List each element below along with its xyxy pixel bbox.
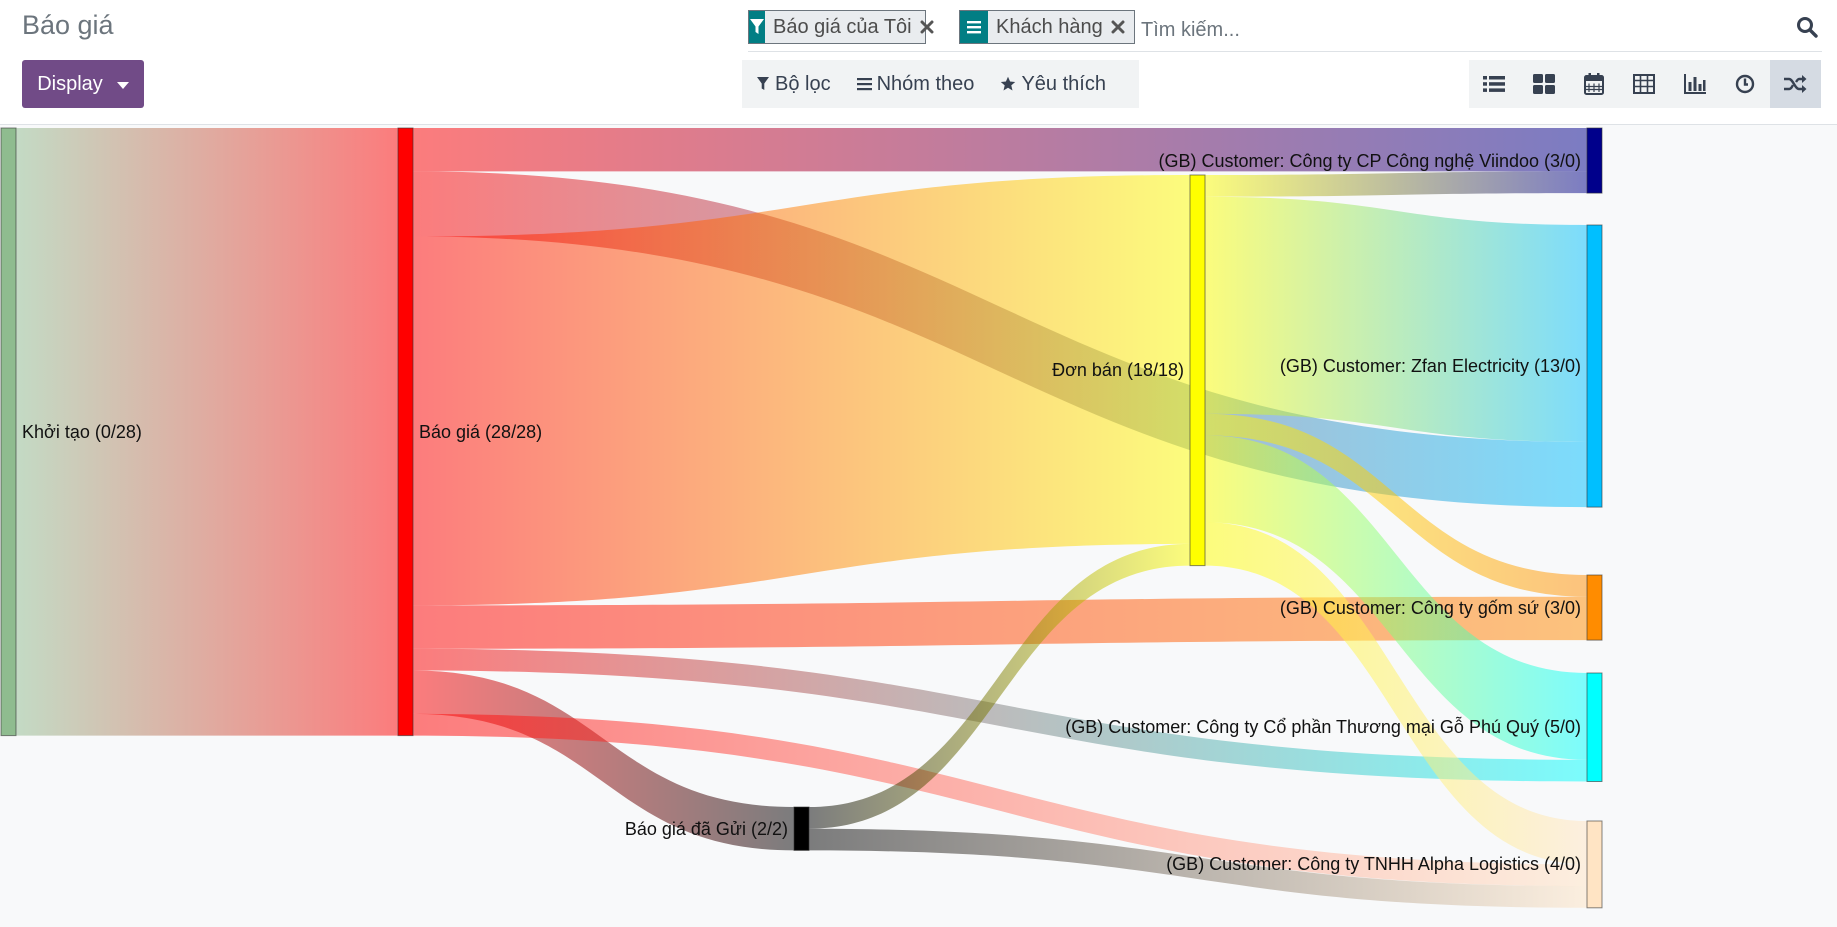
sankey-link-order-zfan[interactable] bbox=[1205, 196, 1587, 442]
facet-label: Báo giá của Tôi bbox=[773, 15, 912, 38]
sankey-node-gomsu[interactable] bbox=[1586, 574, 1603, 641]
filter-icon bbox=[757, 77, 769, 90]
search-bar: Báo giá của Tôi Khách hàng bbox=[748, 8, 1822, 52]
display-button[interactable]: Display bbox=[22, 60, 144, 108]
clock-icon bbox=[1735, 74, 1754, 94]
search-icon[interactable] bbox=[1796, 16, 1818, 43]
sankey-link-init-quote[interactable] bbox=[16, 128, 398, 736]
node-label-phuquy: (GB) Customer: Công ty Cổ phần Thương mạ… bbox=[1065, 717, 1581, 738]
sankey-node-zfan[interactable] bbox=[1586, 224, 1603, 508]
sankey-chart: Khởi tạo (0/28) Báo giá (28/28) Báo giá … bbox=[0, 125, 1837, 927]
sankey-link-sent-alpha[interactable] bbox=[809, 828, 1587, 908]
sankey-link-order-viindoo[interactable] bbox=[1205, 171, 1587, 197]
sankey-link-quote-alpha[interactable] bbox=[413, 713, 1587, 887]
sankey-node-order[interactable] bbox=[1189, 174, 1206, 567]
kanban-view-button[interactable] bbox=[1519, 60, 1569, 108]
groupby-label: Nhóm theo bbox=[876, 72, 975, 95]
sankey-link-sent-order[interactable] bbox=[809, 543, 1190, 829]
facet-label: Khách hàng bbox=[996, 15, 1103, 38]
sankey-link-order-alpha[interactable] bbox=[1205, 522, 1587, 865]
calendar-view-button[interactable] bbox=[1569, 60, 1619, 108]
page-title: Báo giá bbox=[22, 10, 114, 40]
sankey-node-viindoo[interactable] bbox=[1586, 127, 1603, 194]
filter-icon bbox=[749, 11, 765, 43]
filters-menu-button[interactable]: Bộ lọc bbox=[756, 73, 831, 96]
sankey-link-quote-phuquy[interactable] bbox=[413, 648, 1587, 782]
search-facet-groupby[interactable]: Khách hàng bbox=[959, 10, 1135, 44]
sankey-node-quote[interactable] bbox=[397, 127, 414, 737]
list-view-button[interactable] bbox=[1469, 60, 1519, 108]
sankey-view-button[interactable] bbox=[1769, 60, 1821, 108]
node-label-zfan: (GB) Customer: Zfan Electricity (13/0) bbox=[1279, 356, 1581, 377]
node-label-init: Khởi tạo (0/28) bbox=[22, 421, 142, 442]
filters-label: Bộ lọc bbox=[775, 72, 831, 95]
node-label-sent: Báo giá đã Gửi (2/2) bbox=[624, 818, 788, 839]
pivot-view-button[interactable] bbox=[1619, 60, 1669, 108]
pivot-view-icon bbox=[1633, 74, 1656, 94]
node-label-order: Đơn bán (18/18) bbox=[1052, 360, 1184, 381]
sankey-link-order-gomsu[interactable] bbox=[1205, 413, 1587, 597]
close-icon[interactable] bbox=[1109, 11, 1131, 43]
list-view-icon bbox=[1483, 76, 1506, 92]
view-switcher bbox=[1469, 60, 1821, 108]
calendar-view-icon bbox=[1584, 73, 1605, 95]
sankey-link-order-phuquy[interactable] bbox=[1205, 435, 1587, 760]
sankey-link-quote-gomsu[interactable] bbox=[413, 596, 1587, 649]
favorites-label: Yêu thích bbox=[1021, 72, 1106, 95]
node-label-quote: Báo giá (28/28) bbox=[419, 421, 543, 442]
sankey-link-quote-order[interactable] bbox=[413, 175, 1190, 606]
favorites-menu-button[interactable]: Yêu thích bbox=[1000, 73, 1106, 96]
group-by-icon bbox=[856, 78, 872, 91]
search-input[interactable] bbox=[1139, 14, 1743, 46]
display-button-label: Display bbox=[37, 72, 103, 95]
activity-view-button[interactable] bbox=[1720, 60, 1770, 108]
sankey-node-init[interactable] bbox=[0, 127, 17, 737]
sankey-link-quote-viindoo[interactable] bbox=[413, 128, 1587, 172]
sankey-svg bbox=[0, 127, 1603, 909]
shuffle-icon bbox=[1784, 75, 1807, 93]
sankey-node-alpha[interactable] bbox=[1586, 820, 1603, 909]
node-label-gomsu: (GB) Customer: Công ty gốm sứ (3/0) bbox=[1279, 597, 1581, 618]
star-icon bbox=[1001, 76, 1016, 91]
group-by-icon bbox=[960, 11, 988, 43]
sankey-node-sent[interactable] bbox=[793, 806, 810, 851]
close-icon[interactable] bbox=[918, 11, 940, 43]
node-label-alpha: (GB) Customer: Công ty TNHH Alpha Logist… bbox=[1166, 854, 1581, 875]
control-panel: Báo giá Display Báo giá của Tôi Khách hà… bbox=[0, 0, 1837, 125]
groupby-menu-button[interactable]: Nhóm theo bbox=[856, 72, 975, 96]
sankey-node-phuquy[interactable] bbox=[1586, 672, 1603, 782]
caret-down-icon bbox=[116, 81, 129, 89]
graph-view-icon bbox=[1683, 74, 1706, 94]
search-options: Bộ lọc Nhóm theo Yêu thích bbox=[742, 60, 1139, 108]
node-label-viindoo: (GB) Customer: Công ty CP Công nghệ Viin… bbox=[1158, 150, 1581, 171]
search-facet-filter[interactable]: Báo giá của Tôi bbox=[748, 10, 934, 44]
graph-view-button[interactable] bbox=[1670, 60, 1720, 108]
kanban-view-icon bbox=[1533, 74, 1556, 94]
